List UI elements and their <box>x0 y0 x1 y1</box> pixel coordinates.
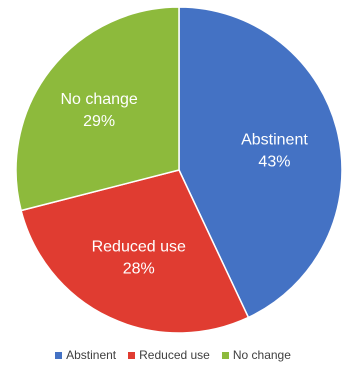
pie-slice-no-change <box>15 6 180 212</box>
legend-label-reduced-use: Reduced use <box>139 348 210 362</box>
legend-swatch-abstinent <box>55 351 63 359</box>
legend: Abstinent Reduced use No change <box>0 348 346 362</box>
slice-value-reduced-use: 28% <box>123 261 155 278</box>
legend-label-no-change: No change <box>232 348 291 362</box>
legend-item-reduced-use: Reduced use <box>128 348 210 362</box>
slice-label-abstinent: Abstinent <box>241 132 308 149</box>
legend-item-no-change: No change <box>221 348 291 362</box>
pie-slice-reduced-use <box>20 169 250 334</box>
pie-slice-abstinent <box>178 6 343 319</box>
pie-plot-area: Abstinent 43% Reduced use 28% No change 29% <box>15 6 343 334</box>
slice-value-abstinent: 43% <box>258 154 290 171</box>
slice-value-no-change: 29% <box>83 113 115 130</box>
slice-label-no-change: No change <box>60 91 137 108</box>
slice-label-reduced-use: Reduced use <box>92 239 186 256</box>
legend-swatch-no-change <box>221 351 229 359</box>
legend-swatch-reduced-use <box>128 351 136 359</box>
legend-label-abstinent: Abstinent <box>66 348 117 362</box>
legend-item-abstinent: Abstinent <box>55 348 116 362</box>
